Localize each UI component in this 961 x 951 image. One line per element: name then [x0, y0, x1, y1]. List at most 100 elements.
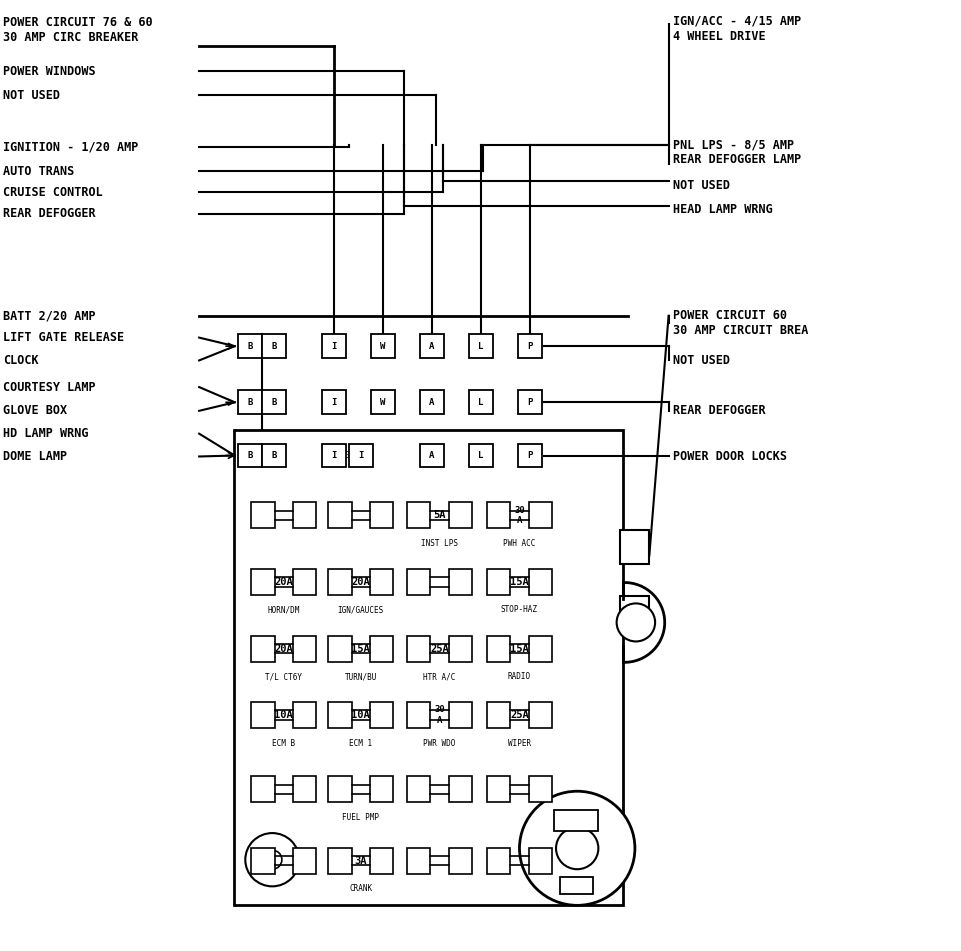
Bar [468, 390, 492, 415]
Text: IGNITION - 1/20 AMP: IGNITION - 1/20 AMP [3, 141, 138, 154]
Bar [518, 443, 542, 467]
Bar [518, 334, 542, 358]
Bar [237, 390, 261, 415]
Text: I: I [331, 341, 336, 351]
Bar [529, 847, 552, 874]
Text: COURTESY LAMP: COURTESY LAMP [3, 380, 95, 394]
Text: I: I [331, 451, 336, 460]
Text: HEAD LAMP WRNG: HEAD LAMP WRNG [673, 203, 773, 216]
Text: IGN/GAUCES: IGN/GAUCES [337, 606, 383, 614]
Text: 25A: 25A [430, 644, 449, 653]
Text: BATT 2/20 AMP: BATT 2/20 AMP [3, 309, 95, 322]
Text: WIPER: WIPER [507, 739, 530, 747]
Text: 15A: 15A [509, 644, 529, 653]
Text: POWER CIRCUIT 60
30 AMP CIRCUIT BREA: POWER CIRCUIT 60 30 AMP CIRCUIT BREA [673, 309, 808, 338]
Text: L: L [478, 398, 483, 407]
Text: PNL LPS - 8/5 AMP
REAR DEFOGGER LAMP: PNL LPS - 8/5 AMP REAR DEFOGGER LAMP [673, 138, 801, 166]
Text: TURN/BU: TURN/BU [344, 672, 377, 681]
Text: W: W [380, 341, 385, 351]
Bar [328, 847, 351, 874]
Bar [370, 569, 393, 595]
Text: LPS: LPS [474, 451, 487, 459]
Text: INST LPS: INST LPS [421, 539, 457, 548]
Text: I: I [357, 451, 363, 460]
Text: RADIO: RADIO [507, 672, 530, 681]
Text: B: B [271, 341, 277, 351]
Bar [559, 877, 592, 894]
Text: ECM B: ECM B [272, 739, 295, 747]
Text: 20A: 20A [351, 577, 370, 587]
Bar [529, 635, 552, 662]
Bar [293, 635, 316, 662]
Bar [449, 502, 472, 529]
Text: NOT USED: NOT USED [673, 354, 729, 367]
Text: A: A [429, 398, 434, 407]
Bar [251, 635, 274, 662]
Bar [370, 390, 394, 415]
Bar [261, 443, 285, 467]
Circle shape [519, 791, 634, 905]
Text: CRUISE CONTROL: CRUISE CONTROL [3, 185, 103, 199]
Bar [234, 430, 623, 905]
Circle shape [245, 833, 299, 886]
Text: IGN: IGN [340, 451, 354, 459]
Bar [328, 502, 351, 529]
Text: L: L [478, 341, 483, 351]
Text: P: P [527, 451, 532, 460]
Bar [486, 502, 509, 529]
Text: DOME LAMP: DOME LAMP [3, 450, 67, 463]
Bar [237, 334, 261, 358]
Text: CRANK: CRANK [349, 884, 372, 893]
Text: REAR DEFOGGER: REAR DEFOGGER [673, 404, 765, 417]
Bar [419, 334, 443, 358]
Text: L: L [478, 451, 483, 460]
Text: POWER DOOR LOCKS: POWER DOOR LOCKS [673, 450, 787, 463]
Text: B: B [271, 398, 277, 407]
Bar [407, 702, 430, 728]
Text: BATT: BATT [252, 451, 271, 459]
Text: PWR WDO: PWR WDO [423, 739, 456, 747]
Bar [419, 443, 443, 467]
Bar [449, 569, 472, 595]
Circle shape [555, 827, 598, 869]
Text: W: W [380, 398, 385, 407]
Text: P: P [527, 398, 532, 407]
Text: PWH ACC: PWH ACC [503, 539, 535, 548]
Text: LIFT GATE RELEASE: LIFT GATE RELEASE [3, 331, 124, 344]
Bar [328, 776, 351, 803]
Bar [449, 776, 472, 803]
Text: 25A: 25A [509, 710, 529, 720]
Text: 20A: 20A [274, 577, 293, 587]
Bar [486, 635, 509, 662]
Bar [251, 569, 274, 595]
Text: NOT USED: NOT USED [3, 88, 60, 102]
Text: REAR DEFOGGER: REAR DEFOGGER [3, 207, 95, 221]
Bar [620, 596, 649, 631]
Text: AUTO TRANS: AUTO TRANS [3, 165, 74, 178]
Bar [529, 702, 552, 728]
Bar [261, 390, 285, 415]
Text: I: I [331, 398, 336, 407]
Text: 30
A: 30 A [433, 706, 445, 725]
Bar [370, 334, 394, 358]
Circle shape [616, 604, 654, 641]
Bar [370, 702, 393, 728]
Bar [620, 530, 649, 564]
Bar [348, 443, 373, 467]
Bar [251, 502, 274, 529]
Bar [370, 502, 393, 529]
Bar [321, 390, 346, 415]
Bar [486, 569, 509, 595]
Bar [328, 635, 351, 662]
Text: 5A: 5A [433, 511, 445, 520]
Text: POWER WINDOWS: POWER WINDOWS [3, 65, 95, 78]
Bar [449, 847, 472, 874]
Bar [468, 443, 492, 467]
Bar [370, 847, 393, 874]
Text: 10A: 10A [274, 710, 293, 720]
Text: B: B [271, 451, 277, 460]
Text: STOP-HAZ: STOP-HAZ [501, 606, 537, 614]
Bar [370, 776, 393, 803]
Bar [529, 776, 552, 803]
Text: GLOVE BOX: GLOVE BOX [3, 404, 67, 417]
